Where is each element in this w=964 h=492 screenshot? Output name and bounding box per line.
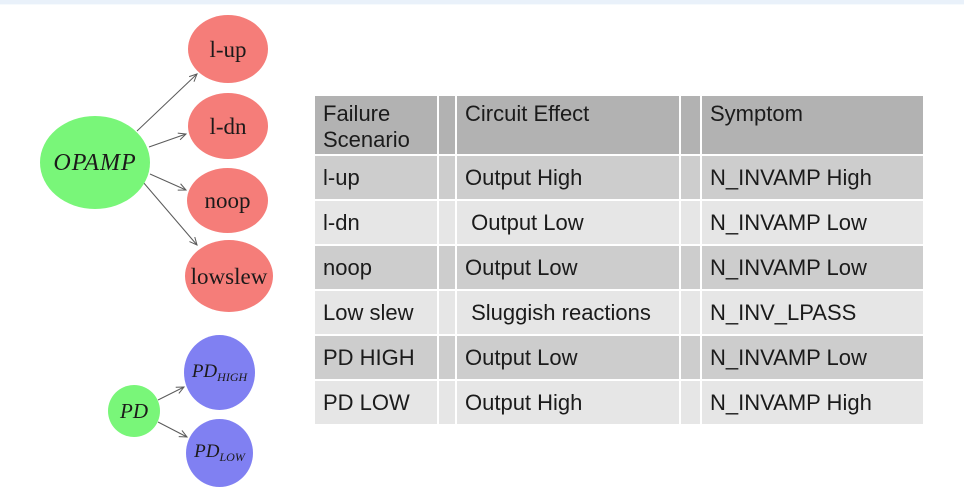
cell-spacer <box>439 156 455 199</box>
cell-effect: Output Low <box>457 201 679 244</box>
cell-effect: Output Low <box>457 246 679 289</box>
header-failure-scenario: Failure Scenario <box>315 96 437 154</box>
diagram-node-lup: l-up <box>188 15 268 83</box>
cell-effect: Output Low <box>457 336 679 379</box>
cell-spacer <box>439 246 455 289</box>
cell-scenario: l-up <box>315 156 437 199</box>
header-spacer-2 <box>681 96 700 154</box>
cell-spacer <box>681 246 700 289</box>
cell-spacer <box>439 291 455 334</box>
header-circuit-effect: Circuit Effect <box>457 96 679 154</box>
header-spacer-1 <box>439 96 455 154</box>
cell-symptom: N_INVAMP Low <box>702 336 923 379</box>
cell-spacer <box>681 291 700 334</box>
arrow-opamp-to-ldn <box>148 132 188 148</box>
node-label-lowslew: lowslew <box>190 263 268 289</box>
top-accent-strip <box>0 0 964 5</box>
cell-spacer <box>439 336 455 379</box>
cell-scenario: l-dn <box>315 201 437 244</box>
node-label-lup: l-up <box>209 36 247 62</box>
diagram-node-pd-high: PDHIGH <box>184 335 255 410</box>
diagram-node-noop: noop <box>187 168 268 233</box>
cell-spacer <box>681 381 700 424</box>
cell-effect: Sluggish reactions <box>457 291 679 334</box>
node-label-noop: noop <box>204 188 251 213</box>
cell-symptom: N_INVAMP High <box>702 381 923 424</box>
cell-spacer <box>439 201 455 244</box>
node-label-ldn: l-dn <box>209 113 247 139</box>
node-label-pd-low: PDLOW <box>194 441 245 465</box>
arrow-pd-to-pdhigh <box>157 386 186 401</box>
cell-scenario: noop <box>315 246 437 289</box>
arrow-opamp-to-noop <box>149 173 188 191</box>
cell-symptom: N_INVAMP Low <box>702 201 923 244</box>
cell-symptom: N_INVAMP High <box>702 156 923 199</box>
cell-scenario: PD LOW <box>315 381 437 424</box>
node-label-opamp: OPAMP <box>53 149 137 176</box>
diagram-node-pd: PD <box>108 385 160 437</box>
cell-spacer <box>681 156 700 199</box>
arrow-pd-to-pdlow <box>157 421 189 438</box>
cell-spacer <box>681 201 700 244</box>
cell-scenario: Low slew <box>315 291 437 334</box>
cell-effect: Output High <box>457 381 679 424</box>
cell-spacer <box>681 336 700 379</box>
diagram-node-lowslew: lowslew <box>185 240 273 312</box>
node-label-pd: PD <box>120 398 148 423</box>
diagram-node-pd-low: PDLOW <box>186 419 253 487</box>
cell-symptom: N_INVAMP Low <box>702 246 923 289</box>
failure-scenario-table: Failure Scenario Circuit Effect Symptom … <box>315 96 923 424</box>
cell-symptom: N_INV_LPASS <box>702 291 923 334</box>
cell-spacer <box>439 381 455 424</box>
diagram-node-opamp: OPAMP <box>40 116 150 209</box>
header-symptom: Symptom <box>702 96 923 154</box>
cell-scenario: PD HIGH <box>315 336 437 379</box>
cell-effect: Output High <box>457 156 679 199</box>
diagram-node-ldn: l-dn <box>188 93 268 159</box>
node-label-pd-high: PDHIGH <box>191 360 248 385</box>
